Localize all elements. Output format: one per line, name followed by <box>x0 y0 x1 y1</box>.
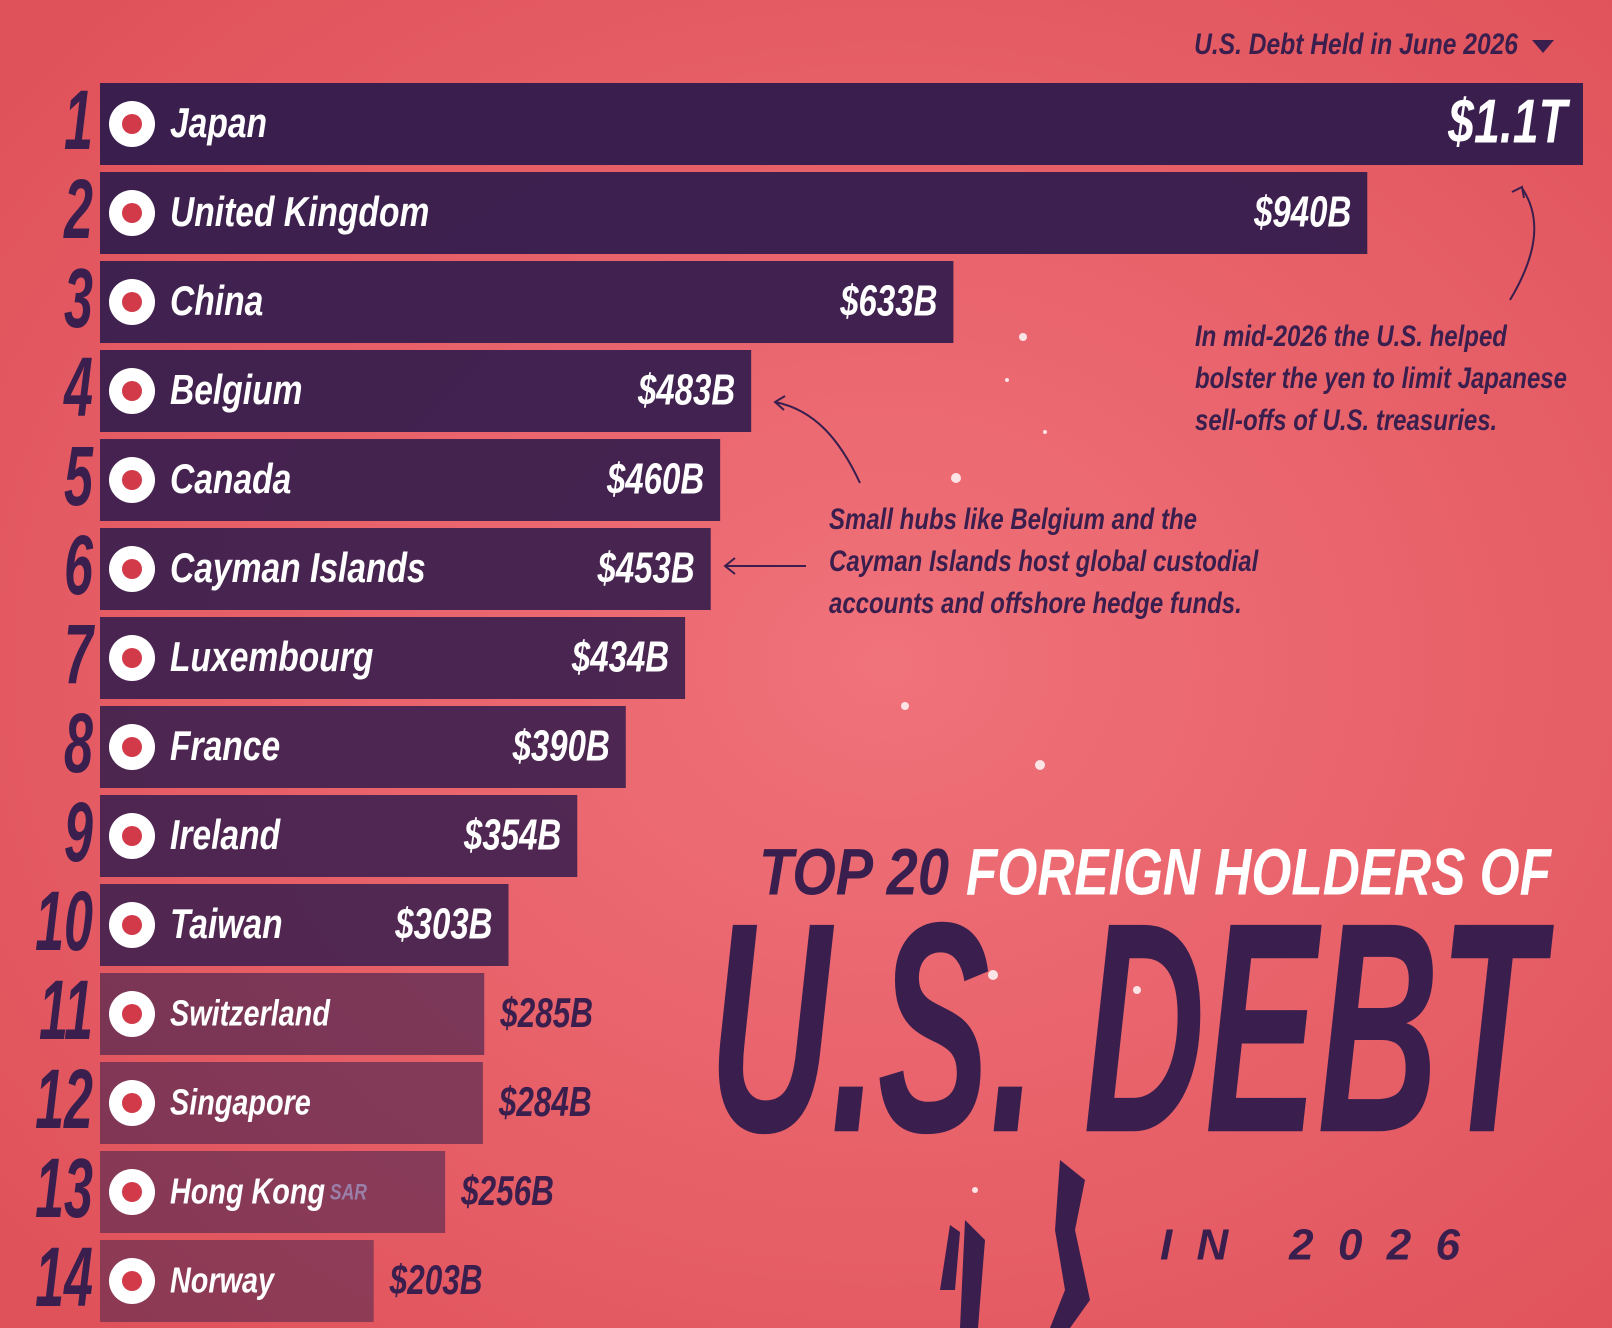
flag-center <box>122 737 142 757</box>
flag-center <box>122 1093 142 1113</box>
rank: 3 <box>64 251 93 345</box>
value-label: $460B <box>606 455 704 504</box>
annotation-line: Cayman Islands host global custodial <box>829 543 1260 577</box>
flag-center <box>122 1004 142 1024</box>
flag-center <box>122 470 142 490</box>
rank: 14 <box>35 1230 93 1324</box>
country-label: Luxembourg <box>170 635 373 681</box>
country-label: Ireland <box>170 813 281 859</box>
annotation-line: sell-offs of U.S. treasuries. <box>1195 402 1497 436</box>
bar <box>100 350 752 432</box>
flag-center <box>122 559 142 579</box>
bar <box>100 172 1368 254</box>
bar <box>100 706 626 788</box>
title: U.S. DEBT <box>709 859 1555 1195</box>
bar <box>100 528 711 610</box>
flag-center <box>122 915 142 935</box>
country-label: Singapore <box>170 1081 311 1122</box>
rank: 2 <box>63 162 94 256</box>
value-label: $285B <box>499 989 593 1037</box>
value-label: $633B <box>839 277 937 326</box>
value-label: $390B <box>512 722 610 771</box>
value-label: $303B <box>394 900 492 949</box>
title-part: TOP 20 <box>759 834 949 908</box>
figure <box>940 1160 1090 1328</box>
country-label: Taiwan <box>170 902 283 948</box>
country-label: China <box>170 279 263 325</box>
rank: 5 <box>64 429 94 523</box>
value-label: $284B <box>498 1078 592 1126</box>
annotation-line: In mid-2026 the U.S. helped <box>1195 318 1508 352</box>
title-part: FOREIGN HOLDERS OF <box>966 834 1552 908</box>
rank: 1 <box>64 73 93 167</box>
flag-center <box>122 203 142 223</box>
country-label: Cayman Islands <box>170 546 426 592</box>
dropdown-arrow[interactable] <box>1532 40 1554 53</box>
value-label: $256B <box>460 1167 554 1215</box>
arrows <box>723 185 1536 575</box>
bar <box>100 439 721 521</box>
flag-center <box>122 826 142 846</box>
bar <box>100 617 686 699</box>
bar <box>100 261 954 343</box>
country-label: France <box>170 724 280 770</box>
rank: 9 <box>64 785 93 879</box>
bar <box>100 795 578 877</box>
header-label[interactable]: U.S. Debt Held in June 2026 <box>1194 27 1519 61</box>
flag-center <box>122 114 142 134</box>
value-label: $940B <box>1253 188 1351 237</box>
rank: 6 <box>64 518 94 612</box>
flag-center <box>122 1271 142 1291</box>
value-label: $1.1T <box>1447 86 1571 156</box>
rank: 8 <box>64 696 93 790</box>
rank: 10 <box>35 874 93 968</box>
header-dropdown[interactable]: U.S. Debt Held in June 2026 <box>1194 27 1554 61</box>
stars <box>901 333 1141 1193</box>
country-label: Switzerland <box>170 992 331 1033</box>
annotation-line: accounts and offshore hedge funds. <box>829 585 1242 619</box>
bar <box>100 1151 446 1233</box>
rank: 11 <box>39 963 93 1057</box>
flag-center <box>122 292 142 312</box>
value-label: $453B <box>597 544 695 593</box>
country-label: Japan <box>170 101 267 147</box>
country-label: Norway <box>170 1259 276 1300</box>
flag-center <box>122 1182 142 1202</box>
value-label: $354B <box>463 811 561 860</box>
annotation-line: Small hubs like Belgium and the <box>829 501 1197 535</box>
country-suffix: SAR <box>330 1181 368 1205</box>
bar <box>100 1062 483 1144</box>
bar <box>100 884 509 966</box>
rank: 12 <box>35 1052 93 1146</box>
flag-center <box>122 648 142 668</box>
country-label: Belgium <box>170 368 302 414</box>
rank: 13 <box>35 1141 93 1235</box>
country-label: Canada <box>170 457 291 503</box>
bar <box>100 83 1583 165</box>
subtitle: IN 2026 <box>1160 1221 1461 1270</box>
value-label: $483B <box>637 366 735 415</box>
value-label: $203B <box>389 1256 483 1304</box>
rank: 4 <box>63 340 93 434</box>
rank: 7 <box>64 607 95 701</box>
flag-center <box>122 381 142 401</box>
country-label: United Kingdom <box>170 190 429 236</box>
bar <box>100 973 485 1055</box>
value-label: $434B <box>571 633 669 682</box>
annotation-line: bolster the yen to limit Japanese <box>1195 360 1567 394</box>
